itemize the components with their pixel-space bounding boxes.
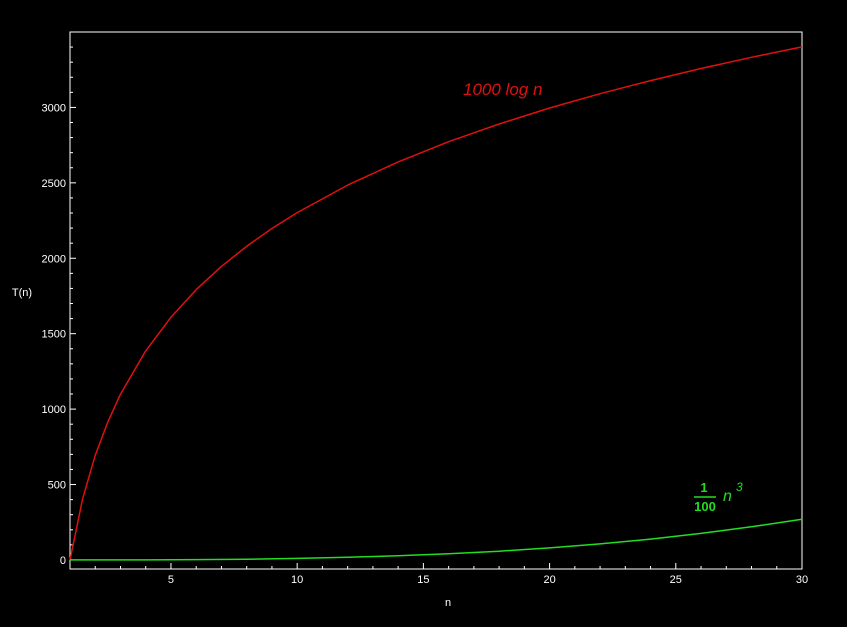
x-tick-label: 20 xyxy=(543,574,555,586)
x-tick-label: 10 xyxy=(291,574,303,586)
cubic-label-denominator: 100 xyxy=(694,499,716,514)
series-lines xyxy=(69,46,803,561)
y-tick-label: 3000 xyxy=(42,102,66,114)
y-tick-label: 2500 xyxy=(42,178,66,190)
plot-frame xyxy=(69,31,803,570)
y-tick-label: 1500 xyxy=(42,329,66,341)
x-tick-label: 15 xyxy=(417,574,429,586)
series-line-log xyxy=(69,46,803,561)
y-tick-label: 500 xyxy=(48,480,66,492)
cubic-label-numerator: 1 xyxy=(700,480,707,495)
series-line-cubic xyxy=(70,518,803,561)
ticks: 5 10 15 20 25 30 0 500 1000 1500 2000 2500 3000 xyxy=(42,31,808,586)
y-tick-label: 1000 xyxy=(42,404,66,416)
x-tick-label: 5 xyxy=(168,574,174,586)
series-label-log: 1000 log n xyxy=(463,80,542,99)
y-axis-label: T(n) xyxy=(12,287,32,299)
x-tick-label: 25 xyxy=(670,574,682,586)
y-tick-label: 2000 xyxy=(42,253,66,265)
cubic-label-variable: n xyxy=(723,488,732,505)
y-tick-label: 0 xyxy=(60,555,66,567)
x-tick-label: 30 xyxy=(796,574,808,586)
axes xyxy=(69,31,803,570)
x-axis-label: n xyxy=(445,597,451,609)
series-label-cubic: 1 100 n 3 xyxy=(694,480,743,514)
cubic-label-exponent: 3 xyxy=(736,480,743,494)
